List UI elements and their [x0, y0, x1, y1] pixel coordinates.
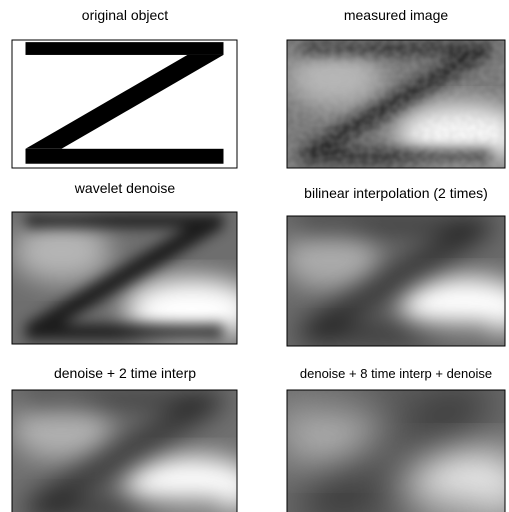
- figure: original object measured image wavelet d…: [0, 0, 509, 512]
- image-panel: [12, 390, 260, 512]
- image-panel: [12, 212, 260, 344]
- panel-title: original object: [82, 7, 168, 23]
- image-panel: [283, 216, 509, 346]
- panel-title: wavelet denoise: [74, 180, 176, 196]
- image-panel: [12, 40, 237, 168]
- panel-title: measured image: [344, 7, 448, 23]
- image-panel: [278, 390, 509, 512]
- panel-title: denoise + 8 time interp + denoise: [300, 366, 492, 381]
- panel-title: bilinear interpolation (2 times): [304, 185, 488, 201]
- image-panel: [287, 40, 509, 168]
- panel-title: denoise + 2 time interp: [54, 365, 196, 381]
- page: original object measured image wavelet d…: [0, 0, 509, 512]
